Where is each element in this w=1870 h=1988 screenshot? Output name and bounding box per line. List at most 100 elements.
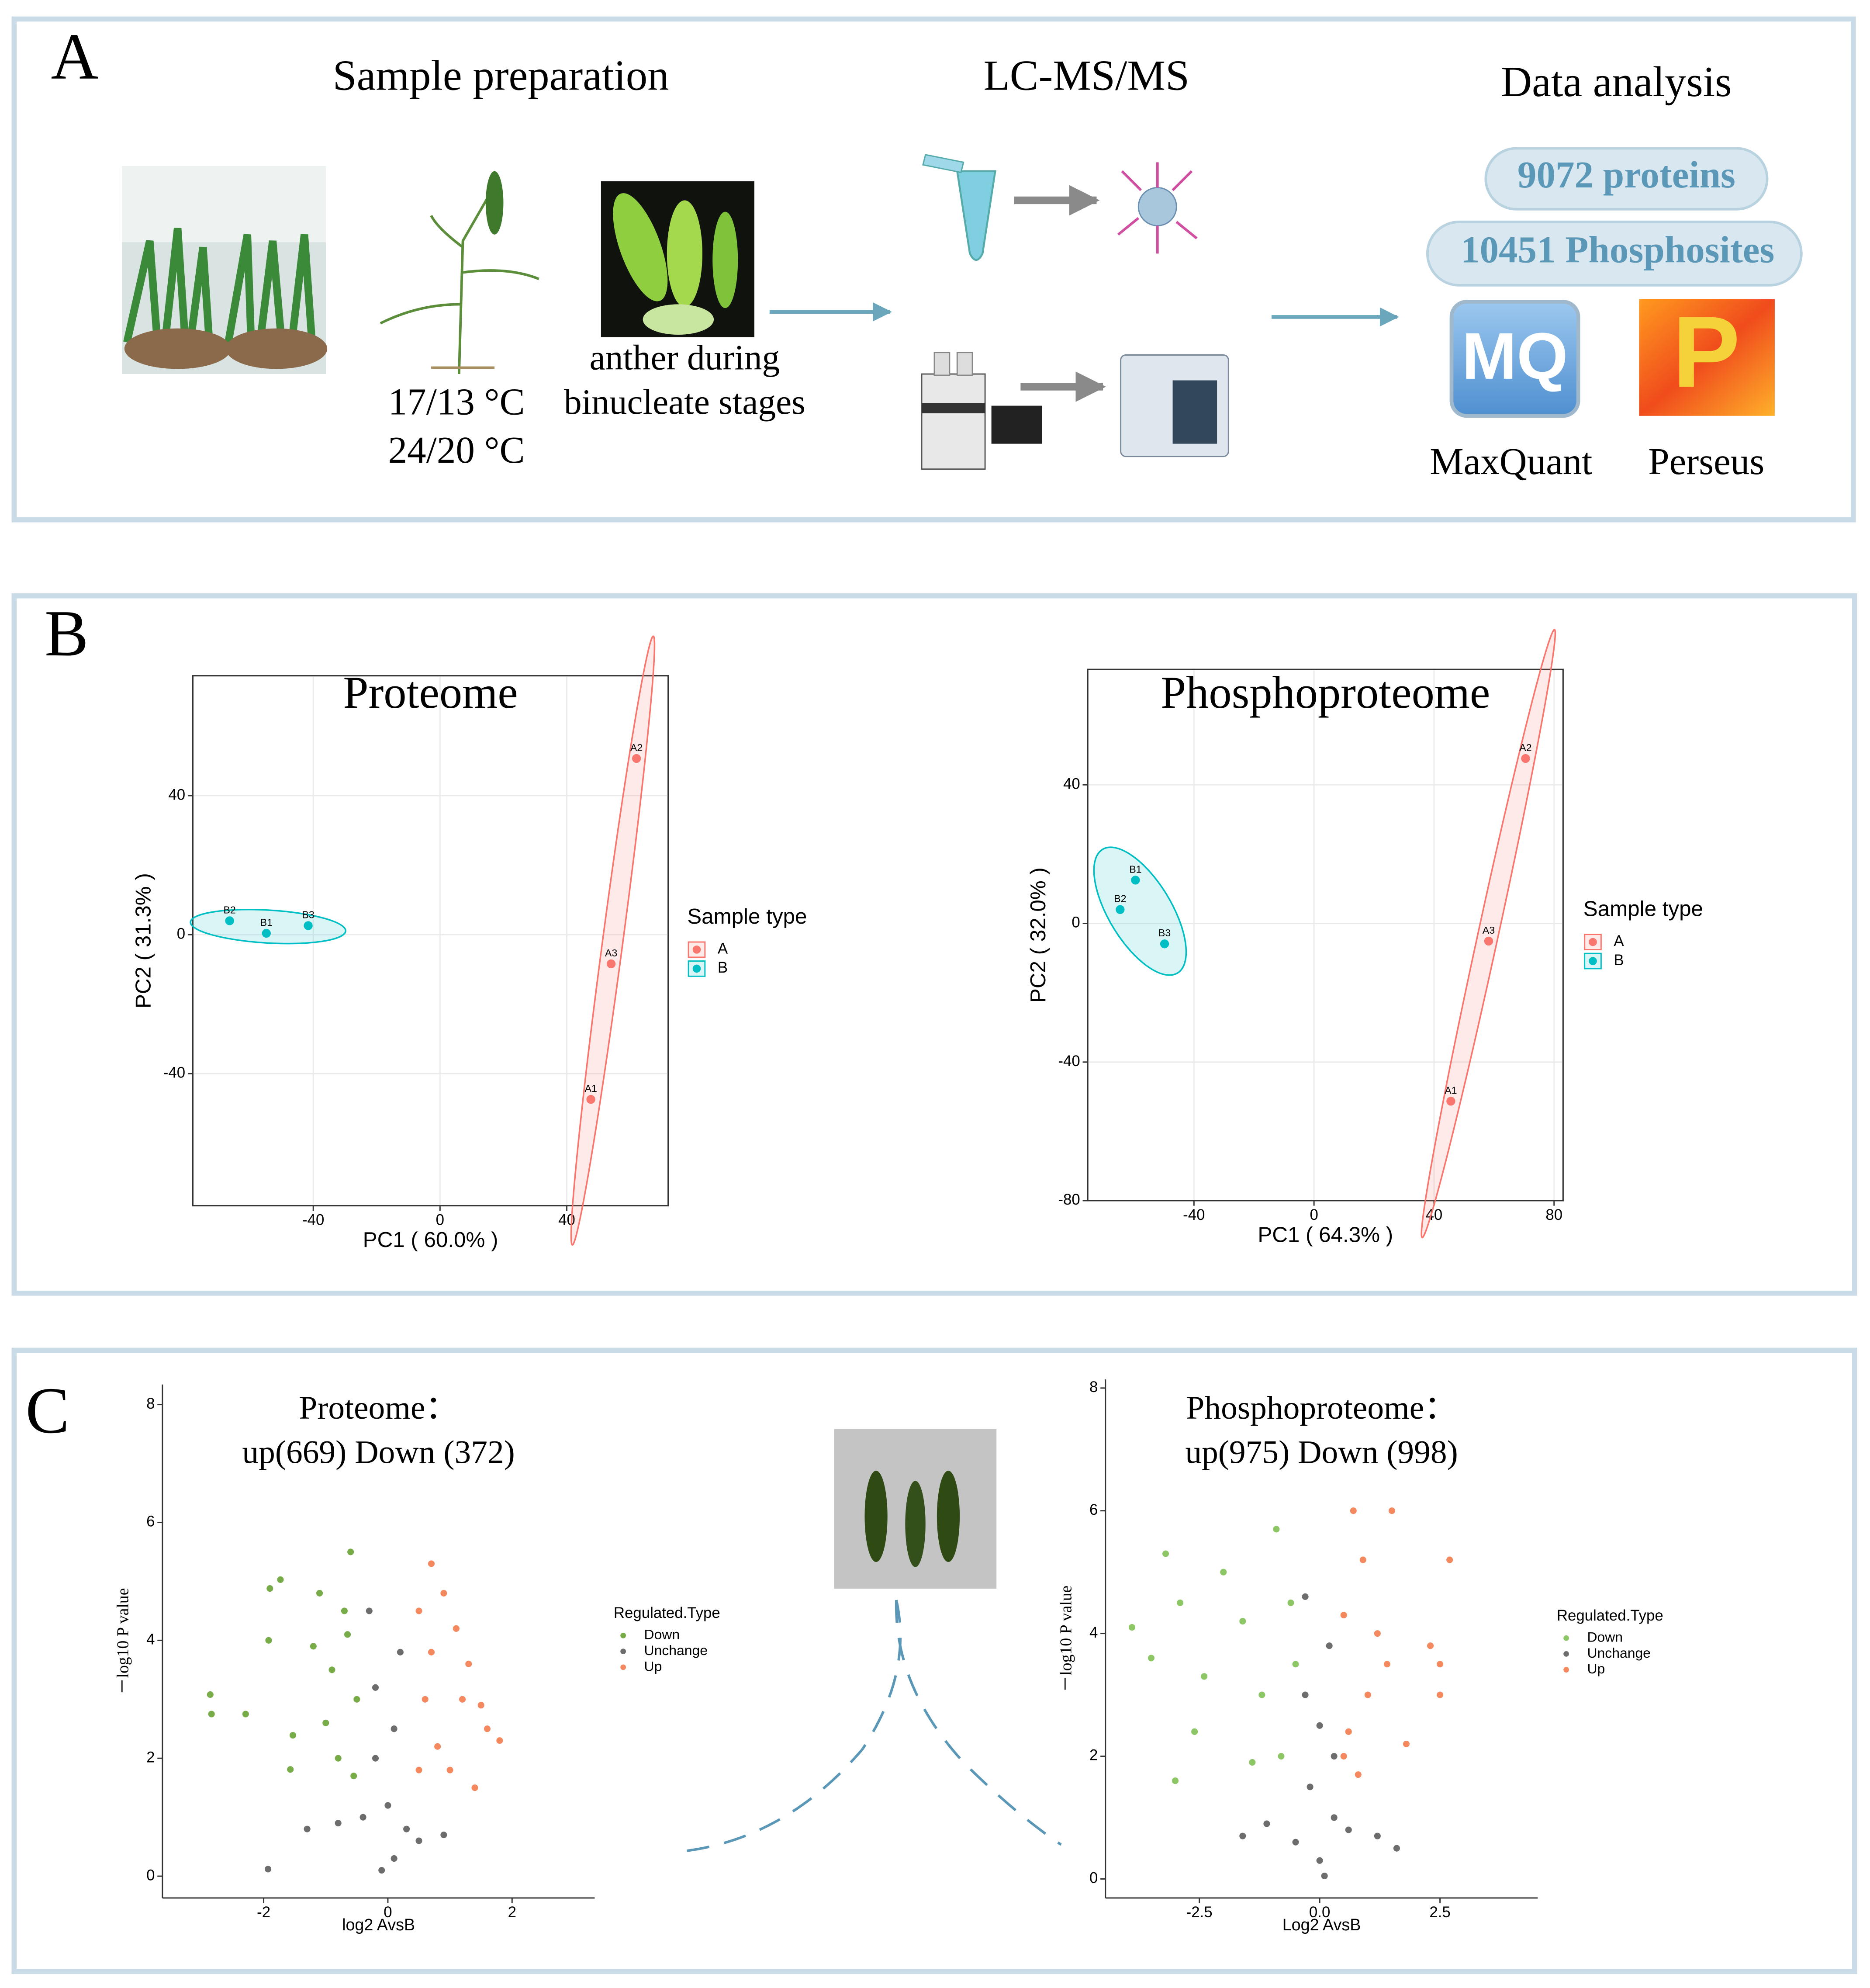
chart-title: Phosphoproteome： <box>1186 1390 1457 1426</box>
legend-marker <box>620 1649 626 1654</box>
connector <box>684 1600 902 1853</box>
data-point <box>304 1825 311 1832</box>
point-label: A1 <box>1445 1084 1457 1096</box>
count-badge-text: 10451 Phosphosites <box>1461 228 1774 270</box>
y-tick-label: 40 <box>1063 775 1080 792</box>
data-point <box>262 928 271 938</box>
legend-marker <box>1563 1651 1569 1657</box>
anther-photo <box>601 181 754 337</box>
x-tick-label: 0 <box>1310 1206 1318 1223</box>
data-point <box>378 1867 385 1874</box>
data-point <box>428 1560 435 1567</box>
data-point <box>403 1825 410 1832</box>
chart-title: Phosphoproteome <box>1161 667 1490 718</box>
data-point <box>1316 1722 1323 1729</box>
data-point <box>1162 1550 1169 1557</box>
x-tick-label: 80 <box>1545 1206 1562 1223</box>
data-point <box>1383 1661 1390 1668</box>
y-tick-label: 2 <box>146 1749 155 1766</box>
data-point <box>1437 1661 1444 1668</box>
data-point <box>422 1696 429 1703</box>
x-tick-label: -2 <box>257 1904 270 1921</box>
x-axis-title: PC1 ( 60.0% ) <box>363 1228 498 1252</box>
legend-label: Up <box>1587 1661 1605 1676</box>
plant-illustration <box>380 171 539 374</box>
data-point <box>316 1590 323 1597</box>
chart: -40 0 40 80 -80 -40 0 40 A1 A2 A3 B1 B2 B3 Phosphoprot… <box>1026 629 1703 1247</box>
data-point <box>453 1625 460 1632</box>
legend-label: B <box>718 959 728 976</box>
x-axis-title: Log2 AvsB <box>1282 1915 1361 1934</box>
data-point <box>341 1607 348 1614</box>
maxquant-logo <box>1449 300 1580 418</box>
data-point <box>347 1548 354 1555</box>
y-tick-label: 4 <box>1089 1624 1098 1641</box>
x-axis-title: PC1 ( 64.3% ) <box>1258 1223 1393 1247</box>
data-point <box>446 1766 453 1773</box>
data-point <box>440 1590 447 1597</box>
data-point <box>1278 1752 1285 1760</box>
data-point <box>1302 1593 1309 1600</box>
data-point <box>289 1732 296 1739</box>
data-point <box>1258 1691 1265 1698</box>
data-point <box>1273 1526 1280 1533</box>
data-point <box>471 1784 478 1791</box>
data-point <box>1345 1728 1352 1735</box>
temperature: 24/20 °C <box>388 429 525 471</box>
y-axis-title: －log10 P value <box>1057 1586 1075 1692</box>
point-label: A2 <box>630 742 643 753</box>
data-point <box>335 1820 342 1827</box>
legend-label: Down <box>644 1627 680 1642</box>
data-point <box>265 1637 272 1644</box>
data-point <box>225 916 234 925</box>
legend-marker <box>692 964 701 973</box>
legend-title: Regulated.Type <box>614 1604 720 1621</box>
data-point <box>434 1743 441 1750</box>
data-point <box>1374 1630 1381 1637</box>
data-point <box>459 1696 466 1703</box>
data-point <box>477 1702 484 1709</box>
legend-label: B <box>1614 952 1624 969</box>
data-point <box>1350 1507 1357 1514</box>
y-tick-label: 0 <box>177 925 185 942</box>
data-point <box>1292 1661 1299 1668</box>
data-point <box>1302 1691 1309 1698</box>
data-point <box>266 1585 273 1592</box>
data-point <box>1292 1839 1299 1846</box>
data-point <box>1393 1845 1400 1852</box>
chart-title: Proteome <box>343 667 518 718</box>
perseus-logo <box>1639 299 1775 416</box>
data-point <box>1316 1857 1323 1864</box>
y-tick-label: 2 <box>1089 1747 1098 1764</box>
data-point <box>1148 1655 1155 1662</box>
panel-label: C <box>25 1374 69 1447</box>
x-tick-label: 0 <box>384 1904 392 1921</box>
hplc-icon <box>921 352 1042 470</box>
data-point <box>359 1814 366 1821</box>
data-point <box>1364 1691 1371 1698</box>
anther-caption: binucleate stages <box>564 382 805 422</box>
data-point <box>372 1684 379 1691</box>
y-axis-title: －log10 P value <box>114 1588 132 1694</box>
data-point <box>1326 1642 1333 1649</box>
data-point <box>428 1649 435 1656</box>
data-point <box>1403 1740 1410 1747</box>
point-label: B3 <box>302 909 314 920</box>
data-point <box>265 1866 272 1873</box>
temperature: 17/13 °C <box>388 381 525 423</box>
step-title: LC-MS/MS <box>984 52 1190 99</box>
plot-border <box>1087 668 1564 1202</box>
data-point <box>1177 1599 1184 1606</box>
y-tick-label: 0 <box>146 1867 155 1884</box>
data-point <box>344 1631 351 1638</box>
count-badge-text: 9072 proteins <box>1517 153 1735 196</box>
point-label: B1 <box>260 917 273 928</box>
data-point <box>1331 1752 1338 1760</box>
data-point <box>1172 1777 1179 1784</box>
data-point <box>1116 905 1125 914</box>
plot-area <box>192 675 669 1207</box>
x-tick-label: 2 <box>508 1904 516 1921</box>
data-point <box>384 1802 391 1809</box>
point-label: A2 <box>1519 742 1531 753</box>
